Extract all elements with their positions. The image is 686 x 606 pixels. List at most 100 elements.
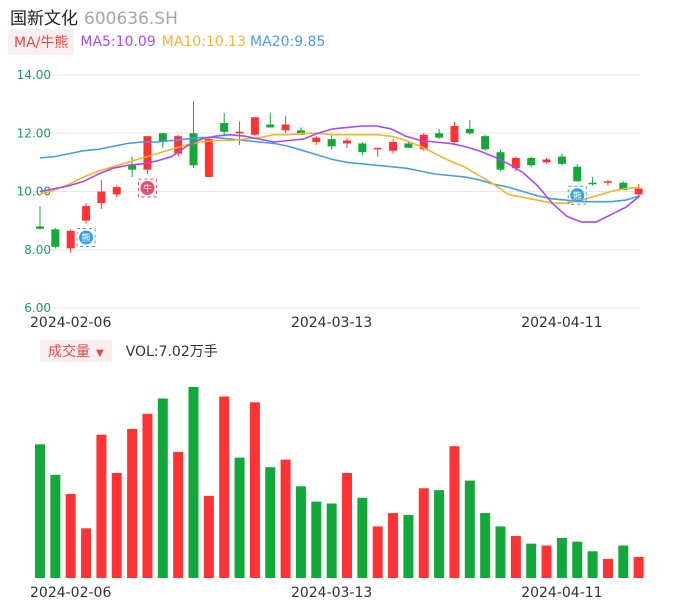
volume-bar bbox=[311, 501, 322, 578]
candle-body bbox=[481, 136, 490, 150]
candle-body bbox=[112, 187, 121, 195]
candle bbox=[189, 101, 198, 169]
volume-bar bbox=[464, 480, 475, 578]
volume-bar bbox=[495, 526, 506, 578]
candle-body bbox=[143, 136, 152, 170]
signal-badges: 熊 牛熊 bbox=[76, 178, 587, 248]
volume-bar bbox=[510, 535, 521, 578]
volume-bar bbox=[357, 497, 368, 578]
volume-indicator-label: 成交量 bbox=[48, 344, 90, 360]
volume-legend: 成交量 ▼ VOL:7.02万手 bbox=[40, 340, 218, 362]
volume-bar bbox=[434, 490, 445, 578]
candle bbox=[465, 120, 474, 135]
price-axis: 6.00 8.00 10.00 12.00 14.00 bbox=[17, 68, 51, 315]
volume-bar bbox=[633, 556, 644, 578]
candle bbox=[404, 141, 413, 148]
volume-bar bbox=[326, 503, 337, 578]
caret-down-icon: ▼ bbox=[96, 348, 104, 359]
candle-body bbox=[220, 123, 229, 132]
volume-bar bbox=[96, 434, 107, 578]
x-tick-label: 2024-04-11 bbox=[521, 315, 602, 331]
candle bbox=[281, 115, 290, 134]
candle-body bbox=[158, 133, 167, 142]
x-tick-label: 2024-03-13 bbox=[291, 315, 372, 331]
candle bbox=[312, 136, 321, 145]
stock-code: 600636.SH bbox=[84, 9, 178, 29]
volume-bar bbox=[127, 429, 138, 578]
x-tick-label: 2024-02-06 bbox=[30, 585, 111, 601]
volume-bar bbox=[449, 446, 460, 578]
candle bbox=[250, 117, 259, 137]
badge-frame bbox=[567, 185, 587, 205]
y-tick-label: 6.00 bbox=[24, 301, 51, 315]
y-tick-label: 12.00 bbox=[17, 126, 51, 140]
candle bbox=[158, 133, 167, 148]
ma-indicator-selector[interactable]: MA/牛熊 bbox=[8, 29, 75, 55]
volume-bar bbox=[372, 526, 383, 578]
volume-bar bbox=[403, 514, 414, 578]
candle bbox=[450, 121, 459, 145]
stock-name: 国新文化 bbox=[10, 9, 78, 29]
candle bbox=[435, 128, 444, 140]
candle-body bbox=[128, 165, 137, 170]
candle bbox=[327, 134, 336, 150]
candle bbox=[527, 156, 536, 167]
candle bbox=[220, 112, 229, 135]
candle-body bbox=[82, 206, 91, 221]
candle bbox=[542, 158, 551, 164]
volume-bar bbox=[234, 457, 245, 578]
bear-signal-badge: 熊 bbox=[567, 185, 587, 205]
candle bbox=[588, 176, 597, 186]
x-tick-label: 2024-04-11 bbox=[521, 585, 602, 601]
ma-legend: MA/牛熊 MA5:10.09 MA10:10.13 MA20:9.85 bbox=[8, 29, 325, 55]
candle-body bbox=[557, 156, 566, 164]
candle-body bbox=[174, 136, 183, 154]
volume-bar bbox=[295, 486, 306, 578]
candle-body bbox=[389, 141, 398, 151]
volume-bar bbox=[111, 472, 122, 578]
price-date-axis: 2024-02-06 2024-03-13 2024-04-11 bbox=[30, 315, 603, 331]
volume-value: VOL:7.02万手 bbox=[125, 344, 218, 360]
candle-body bbox=[97, 191, 106, 204]
candle-body bbox=[373, 147, 382, 150]
candle bbox=[343, 137, 351, 148]
candle bbox=[481, 134, 490, 151]
badge-label: 熊 bbox=[82, 232, 91, 244]
candle-body bbox=[281, 124, 290, 131]
candle-body bbox=[542, 159, 551, 163]
candle bbox=[204, 136, 213, 177]
candle bbox=[36, 206, 44, 230]
candle-body bbox=[343, 140, 351, 144]
volume-bar bbox=[65, 493, 76, 578]
price-grid bbox=[30, 74, 640, 309]
badge-disc bbox=[79, 230, 94, 245]
stock-header: 国新文化 600636.SH bbox=[10, 4, 178, 29]
candle-body bbox=[603, 181, 612, 183]
candle-body bbox=[450, 125, 459, 142]
volume-series bbox=[35, 387, 644, 578]
volume-bar bbox=[418, 488, 429, 578]
volume-bar bbox=[203, 495, 214, 578]
volume-bar bbox=[81, 528, 92, 578]
volume-bar bbox=[280, 459, 291, 578]
volume-bar bbox=[188, 387, 199, 578]
candle-body bbox=[511, 158, 520, 169]
volume-bar bbox=[249, 402, 260, 578]
candle-body bbox=[296, 130, 305, 135]
candle-body bbox=[250, 117, 259, 135]
candle-body bbox=[51, 229, 60, 247]
bull-signal-badge: 牛 bbox=[137, 178, 157, 198]
candle-body bbox=[573, 166, 582, 182]
volume-bar bbox=[556, 537, 567, 578]
volume-indicator-selector[interactable]: 成交量 ▼ bbox=[40, 340, 112, 362]
candlestick-series bbox=[36, 101, 643, 253]
badge-frame bbox=[137, 178, 157, 198]
ma20-line bbox=[39, 136, 641, 203]
candle-body bbox=[235, 131, 244, 134]
candle-body bbox=[527, 158, 536, 166]
candle bbox=[128, 156, 137, 177]
volume-bar bbox=[50, 474, 61, 578]
candle bbox=[235, 121, 244, 145]
candle bbox=[266, 112, 275, 128]
